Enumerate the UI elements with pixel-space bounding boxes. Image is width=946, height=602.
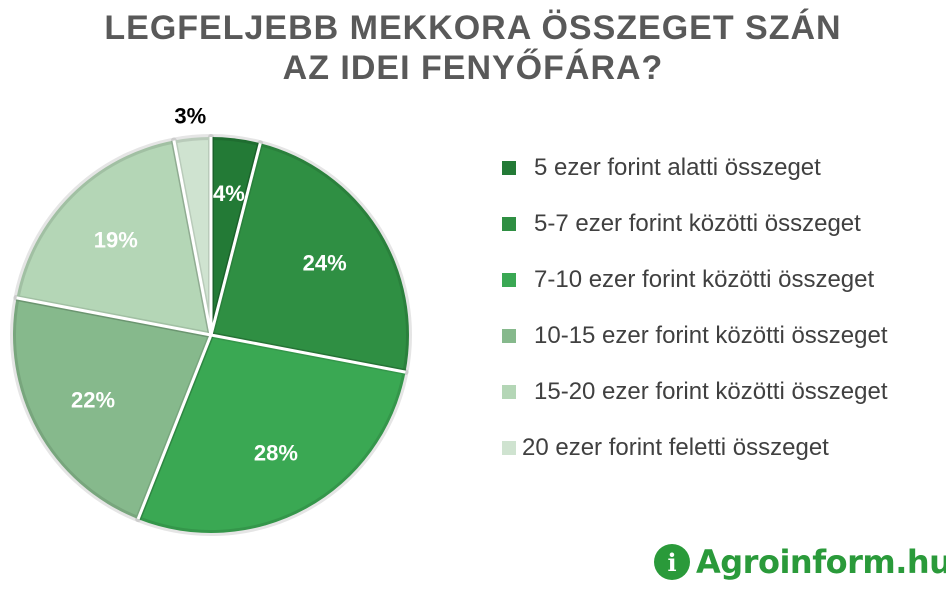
pie-separator-4	[136, 334, 213, 520]
pie-separator-6	[172, 140, 213, 336]
pie-separator-3	[210, 333, 406, 374]
pie-slice-border-3	[135, 332, 409, 536]
data-label-3: 28%	[254, 441, 298, 466]
data-label-4: 22%	[71, 387, 115, 412]
legend-item-5: 15-20 ezer forint közötti összeget	[502, 372, 932, 412]
pie-slice-5	[16, 140, 212, 335]
legend-label-4: 10-15 ezer forint közötti összeget	[534, 322, 888, 349]
data-label-2: 24%	[303, 250, 347, 275]
legend-label-5: 15-20 ezer forint közötti összeget	[534, 378, 888, 405]
legend-label-2: 5-7 ezer forint közötti összeget	[534, 210, 861, 237]
legend-swatch-4	[502, 329, 516, 343]
data-label-1: 4%	[213, 181, 245, 206]
brand-logo-text: Agroinform.hu	[696, 543, 946, 581]
legend-label-3: 7-10 ezer forint közötti összeget	[534, 266, 875, 293]
info-icon: i	[654, 544, 690, 580]
data-label-5: 19%	[94, 227, 138, 252]
pie-slice-border-4	[10, 294, 214, 523]
legend-label-6: 20 ezer forint feletti összeget	[522, 434, 829, 461]
legend-swatch-1	[502, 161, 516, 175]
legend-item-4: 10-15 ezer forint közötti összeget	[502, 316, 932, 356]
brand-logo: i Agroinform.hu	[654, 540, 946, 584]
pie-slice-3	[138, 335, 406, 534]
chart-title-line-1: LEGFELJEBB MEKKORA ÖSSZEGET SZÁN	[104, 9, 842, 47]
pie-slice-border-5	[13, 137, 214, 338]
legend-item-2: 5-7 ezer forint közötti összeget	[502, 204, 932, 244]
pie-separator-5	[16, 296, 212, 337]
legend-swatch-5	[502, 385, 516, 399]
legend: 5 ezer forint alatti összeget 5-7 ezer fo…	[502, 148, 932, 484]
legend-item-3: 7-10 ezer forint közötti összeget	[502, 260, 932, 300]
pie-slice-border-2	[208, 140, 412, 376]
chart-title: LEGFELJEBB MEKKORA ÖSSZEGET SZÁN AZ IDEI…	[0, 8, 946, 88]
chart-title-line-2: AZ IDEI FENYŐFÁRA?	[282, 49, 664, 87]
data-label-6: 3%	[174, 104, 206, 129]
pie-slice-2	[211, 143, 409, 373]
legend-item-6: 20 ezer forint feletti összeget	[502, 428, 932, 468]
pie-separator-2	[209, 142, 262, 336]
legend-label-1: 5 ezer forint alatti összeget	[534, 154, 821, 181]
legend-swatch-3	[502, 273, 516, 287]
pie-slice-4	[13, 297, 211, 520]
legend-swatch-6	[502, 441, 516, 455]
legend-swatch-2	[502, 217, 516, 231]
legend-item-1: 5 ezer forint alatti összeget	[502, 148, 932, 188]
